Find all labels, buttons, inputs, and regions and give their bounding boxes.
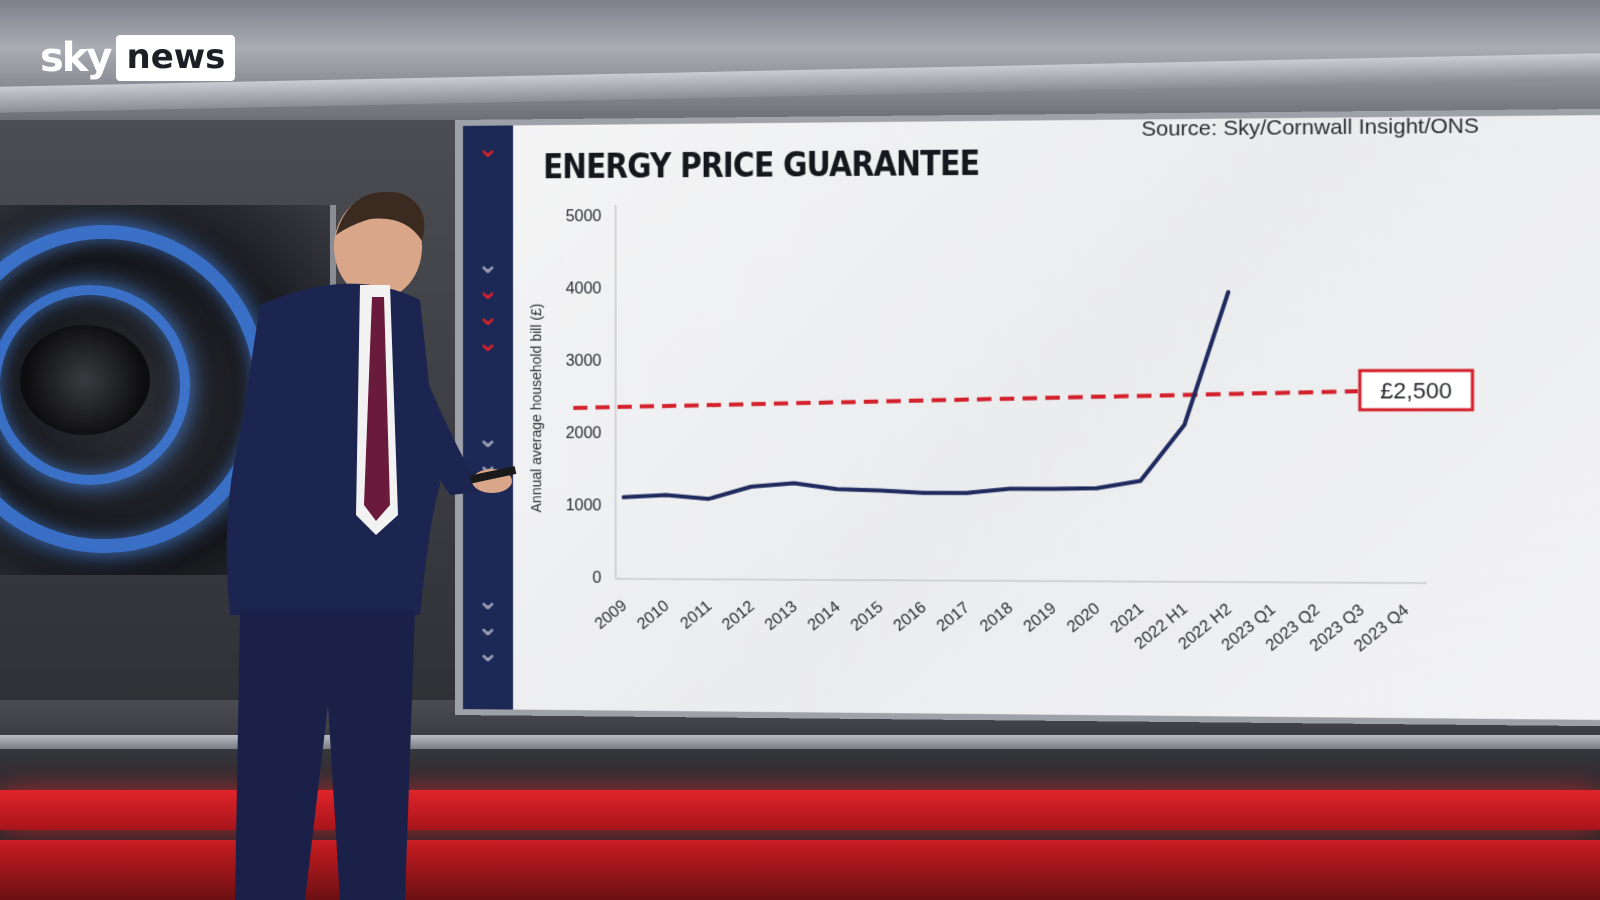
presenter-arm: [405, 365, 500, 495]
data-point: [707, 497, 711, 501]
data-point: [622, 495, 626, 499]
reference-label-box: [1360, 370, 1473, 409]
x-axis-line: [616, 579, 1427, 583]
x-tick-label: 2016: [891, 599, 930, 635]
data-point: [1226, 290, 1230, 294]
video-wall-frame: ⌄ ⌄ ⌄ ⌄ ⌄ ⌄ ⌄ ⌄ ⌄ ⌄ Source: Sky/Cornwall…: [455, 108, 1600, 727]
data-point: [921, 491, 925, 495]
presenter-jacket: [226, 283, 440, 615]
data-point: [1182, 423, 1186, 427]
presenter-tie: [364, 297, 390, 521]
data-point: [878, 489, 882, 493]
logo-news-text: news: [116, 35, 236, 81]
presenter-tablet: [469, 466, 517, 484]
x-tick-label: 2011: [678, 597, 716, 632]
x-tick-label: 2012: [719, 598, 758, 634]
y-axis-label: Annual average household bill (£): [528, 303, 544, 512]
y-tick-label: 3000: [566, 353, 602, 370]
video-wall-screen: ⌄ ⌄ ⌄ ⌄ ⌄ ⌄ ⌄ ⌄ ⌄ ⌄ Source: Sky/Cornwall…: [462, 114, 1600, 721]
data-point: [1051, 487, 1055, 491]
x-tick-label: 2018: [977, 599, 1017, 635]
presenter-trousers: [235, 610, 415, 900]
data-point: [792, 481, 796, 485]
data-point: [1138, 479, 1143, 483]
data-point: [664, 493, 668, 497]
line-chart: 0 1000 2000 3000 4000 5000 Annual average hous…: [528, 115, 1600, 655]
x-tick-label: 2015: [848, 598, 887, 634]
data-point: [749, 485, 753, 489]
presenter-hair: [336, 191, 425, 241]
x-tick-label: 2019: [1020, 599, 1060, 636]
logo-sky-text: sky: [40, 35, 112, 81]
data-point: [835, 487, 839, 491]
data-point: [1095, 486, 1099, 490]
reference-line: [573, 391, 1357, 408]
data-point: [1008, 487, 1012, 491]
data-point: [964, 491, 968, 495]
x-tick-label: 2017: [934, 599, 973, 635]
x-tick-label: 2014: [805, 598, 844, 634]
x-tick-label: 2020: [1064, 600, 1104, 637]
y-tick-label: 2000: [566, 425, 602, 442]
y-tick-label: 4000: [566, 280, 602, 297]
gas-flame-ring-inner: [0, 285, 190, 485]
presenter: [226, 191, 517, 900]
y-tick-label: 1000: [566, 497, 602, 514]
reference-label: £2,500: [1380, 378, 1451, 404]
y-tick-label: 0: [593, 570, 602, 587]
y-tick-label: 5000: [566, 208, 602, 225]
x-tick-label: 2013: [762, 598, 801, 634]
x-tick-label: 2010: [634, 597, 673, 633]
sky-news-logo: sky news: [40, 33, 236, 83]
x-tick-label: 2009: [592, 597, 631, 633]
